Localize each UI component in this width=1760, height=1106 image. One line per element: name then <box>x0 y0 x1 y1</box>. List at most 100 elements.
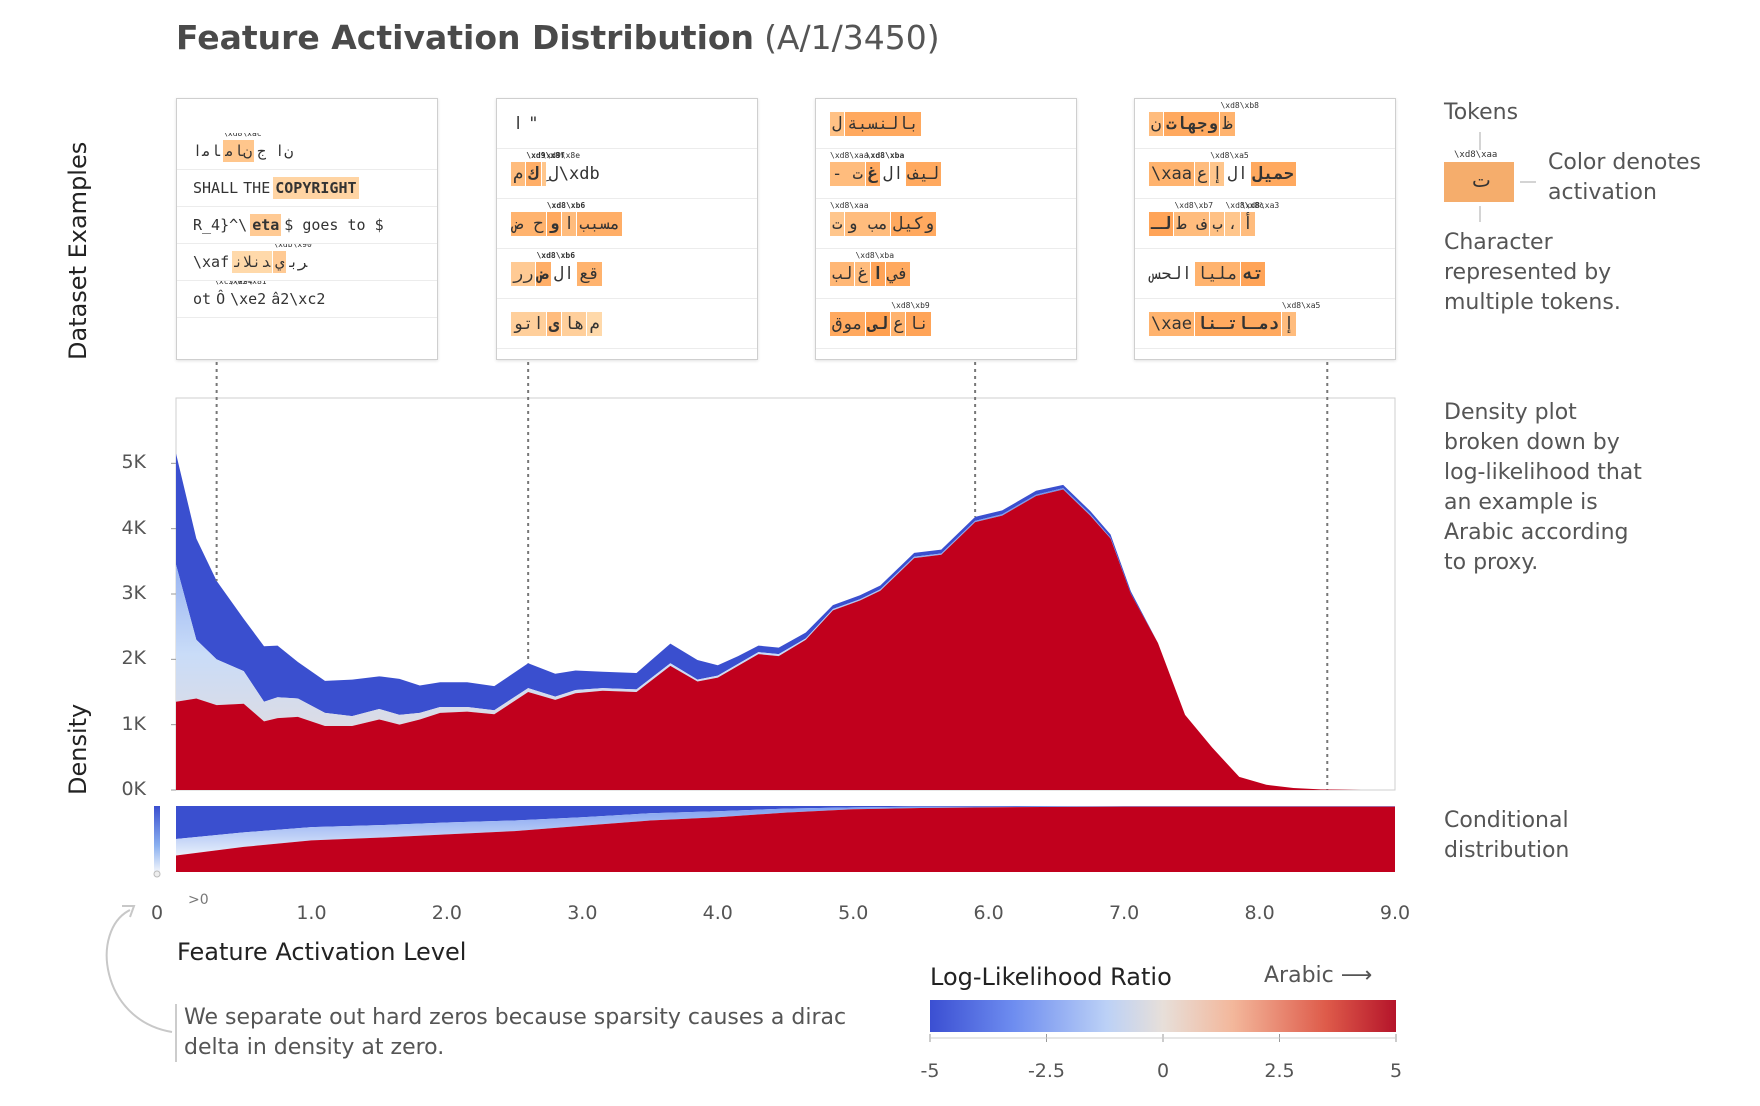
token: THE <box>241 177 272 199</box>
token-byte-label: \xd8\xa5 <box>1210 150 1249 160</box>
token-text: غ <box>867 163 878 184</box>
legend-tick-label: -5 <box>920 1060 940 1082</box>
density-note-line1: Density plot <box>1444 400 1577 425</box>
x-tick-label: 1.0 <box>296 902 327 924</box>
token-sample-char: ت <box>1472 168 1491 192</box>
token: ليف <box>906 161 942 186</box>
token: " <box>526 112 540 136</box>
token: م <box>511 161 526 186</box>
zero-note-arrowhead <box>122 905 136 918</box>
token: ك \xd9\x8f <box>526 151 565 186</box>
token: ا <box>511 112 525 136</box>
token: اتو <box>511 311 546 336</box>
token: وجهات <box>1164 111 1220 136</box>
token-text: ب <box>1212 213 1223 234</box>
dataset-example-row: ن وجهات ظ \xd8\xb8 <box>1135 99 1395 149</box>
token: ﺮﺑ <box>287 251 309 273</box>
y-tick-label: 4K <box>121 516 146 539</box>
zero-note-arrow <box>105 909 173 1033</box>
token: ل <box>830 111 845 136</box>
token: ﻥﺎﻣ \xd8\xac <box>223 133 262 162</box>
token-text: موق <box>832 313 863 334</box>
dataset-example-row: اتو ى ها م <box>497 299 757 349</box>
token: ﺪﻧﻼﻧ <box>232 251 273 273</box>
token: غ \xd8\xba <box>855 251 894 286</box>
token-text: â2\xc2 <box>271 290 326 308</box>
token: ح ض <box>511 211 546 236</box>
token-text: مب و <box>847 213 889 234</box>
token-text: ﺎﻣﺍ <box>193 142 221 160</box>
dataset-example-row: ت \xd8\xaa مب و وكيل <box>816 199 1076 249</box>
token-text: ا <box>872 263 883 284</box>
token-text: - ت <box>832 163 863 184</box>
token: ، \xd8\x8c <box>1225 201 1264 236</box>
token-text: " <box>528 113 539 134</box>
token-text: نا <box>908 313 929 334</box>
dataset-example-row: \xaa ع إ \xd8\xa5 ال حميل <box>1135 149 1395 199</box>
density-note-line2: broken down by <box>1444 430 1620 455</box>
token-text: ل <box>832 113 843 134</box>
note-bar <box>175 1004 177 1062</box>
token-text: ض <box>538 263 549 284</box>
conditional-non-arabic <box>176 806 1395 839</box>
token-text: ليف <box>908 163 940 184</box>
token: بالنسبة <box>845 111 921 136</box>
token-byte-label: \xd8\x8c <box>1225 200 1264 210</box>
x-tick-label: 3.0 <box>567 902 598 924</box>
token: ن <box>1149 111 1164 136</box>
dataset-example-row: SHALL THE COPYRIGHT <box>177 170 437 207</box>
token-text: م <box>589 313 600 334</box>
token: ot <box>191 288 213 310</box>
chart-title-main: Feature Activation Distribution <box>176 18 755 57</box>
token: ال <box>552 262 576 286</box>
token-text: ف ط <box>1176 213 1208 234</box>
x-tick-label: 8.0 <box>1244 902 1275 924</box>
token: لى <box>865 311 891 336</box>
density-note-line6: to proxy. <box>1444 550 1539 575</box>
token: أ \xd8\xa3 <box>1240 201 1279 236</box>
density-note-line5: Arabic according <box>1444 520 1629 545</box>
density-note-line3: log-likelihood that <box>1444 460 1642 485</box>
token: ع \xd8\xb9 <box>891 301 930 336</box>
zero-conditional-bar <box>154 806 160 872</box>
y-tick-label: 2K <box>121 647 146 670</box>
conditional-uncertain <box>176 806 1395 856</box>
token: وكيل <box>891 211 937 236</box>
conditional-note: Conditional distribution <box>1444 806 1569 866</box>
character-note-line2: represented by <box>1444 260 1612 285</box>
token: مليا <box>1194 261 1240 286</box>
token: إ \xd8\xa5 <box>1210 151 1249 186</box>
token: R_4}^\ <box>191 214 249 236</box>
token-byte-label: \xd8\xb7 <box>1174 200 1214 210</box>
token-text: إ <box>1283 313 1295 334</box>
token: مب و <box>845 211 891 236</box>
token-text: ع <box>893 313 904 334</box>
token-text: \xaf <box>193 253 230 271</box>
color-note-line2: activation <box>1548 180 1657 205</box>
token: \xaa <box>1149 161 1194 186</box>
token-byte-label: \xd8\xb8 <box>1220 100 1259 110</box>
token: ظ \xd8\xb8 <box>1220 101 1259 136</box>
token: قع <box>577 261 602 286</box>
hard-zero-note: We separate out hard zeros because spars… <box>184 1005 847 1060</box>
token: غ \xd8\xba <box>865 151 904 186</box>
token-text: ل\xdb <box>548 163 600 184</box>
token-text: ﻥﺎﻣ <box>225 142 253 160</box>
dataset-example-row: رر ض \xd8\xb6 ال قع <box>497 249 757 299</box>
token-text: ا <box>563 213 575 234</box>
dataset-example-box: ل بالنسبة - ت \xd8\xaa غ \xd8\xba ال ليف ت \xd8\x… <box>815 98 1077 360</box>
token: رر <box>511 261 536 286</box>
token: و \xd8\xb6 <box>546 201 585 236</box>
token: ل\xdb <box>547 162 602 186</box>
token-text: أ <box>1242 213 1253 234</box>
token-text: $ goes to $ <box>284 216 384 234</box>
token-text: ال <box>882 163 904 184</box>
token-byte-label: \xe2\x81 <box>228 281 267 286</box>
token: دمـاتـنا <box>1194 311 1281 336</box>
area-arabic <box>176 489 1395 790</box>
zero-label: >0 <box>188 892 209 908</box>
token-text: ع <box>1196 163 1208 184</box>
